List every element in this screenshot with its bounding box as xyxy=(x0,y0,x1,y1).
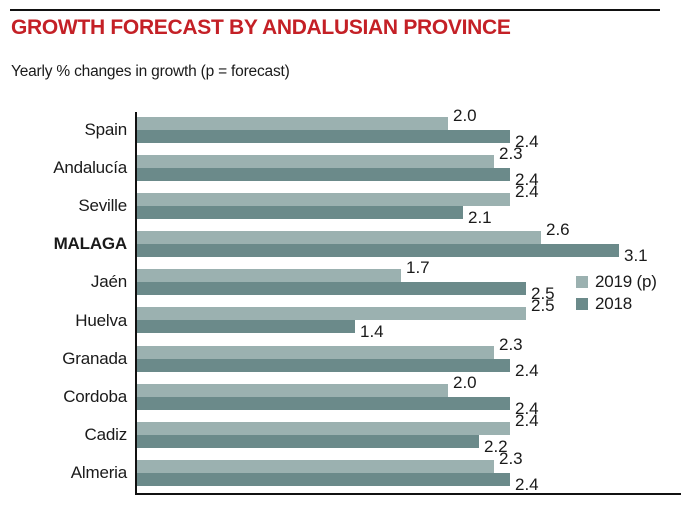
category-label: Spain xyxy=(84,120,128,140)
legend-swatch xyxy=(576,298,588,310)
value-label: 2.2 xyxy=(484,436,508,456)
bar-row: 2.4 xyxy=(137,168,681,188)
value-label: 2.4 xyxy=(515,398,539,418)
bar-2018 xyxy=(137,282,526,296)
value-label: 2.1 xyxy=(468,208,492,228)
value-label: 2.6 xyxy=(546,220,570,240)
bar-row: 2.4 xyxy=(137,183,681,207)
bar-row: 2.5 xyxy=(137,297,681,321)
bar-2018 xyxy=(137,206,463,220)
value-label: 2.4 xyxy=(515,182,539,202)
plot-area: 2.0 2.4 2.3 2.4 2.4 2.1 2.6 3.1 1.7 2.5 2.5 1.4 2.3 2… xyxy=(135,107,681,495)
value-label: 1.4 xyxy=(360,322,384,342)
bar-group: 2.4 2.1 xyxy=(137,183,681,226)
bar-group: 2.3 2.4 xyxy=(137,336,681,379)
value-label: 1.7 xyxy=(406,258,430,278)
bar-2019p xyxy=(137,269,401,283)
bar-row: 2.1 xyxy=(137,206,681,226)
category-label: Cordoba xyxy=(63,386,127,406)
bar-2018 xyxy=(137,434,479,448)
bar-row: 2.2 xyxy=(137,434,681,455)
value-label: 2.0 xyxy=(453,372,477,392)
category-label: MALAGA xyxy=(53,234,128,254)
value-label: 2.3 xyxy=(499,334,523,354)
bar-group: 2.0 2.4 xyxy=(137,107,681,150)
bar-2019p xyxy=(137,307,526,321)
bar-2018 xyxy=(137,320,355,334)
category-label: Andalucía xyxy=(53,158,127,178)
bar-2018 xyxy=(137,472,510,486)
bar-row: 2.4 xyxy=(137,472,681,493)
bar-2018 xyxy=(137,130,510,143)
bar-2018 xyxy=(137,358,510,372)
bar-2018 xyxy=(137,244,619,258)
bar-2019p xyxy=(137,231,541,245)
value-label: 2.5 xyxy=(531,296,555,316)
bar-row: 2.4 xyxy=(137,412,681,435)
bar-row: 2.6 xyxy=(137,221,681,245)
legend-label: 2019 (p) xyxy=(595,272,657,291)
value-label: 3.1 xyxy=(624,246,648,266)
bar-2019p xyxy=(137,421,510,435)
bar-row: 2.0 xyxy=(137,374,681,397)
chart-title: GROWTH FORECAST BY ANDALUSIAN PROVINCE xyxy=(11,16,511,39)
bar-row: 1.4 xyxy=(137,320,681,340)
bar-2019p xyxy=(137,459,494,473)
category-label: Cadiz xyxy=(84,424,128,444)
bar-2018 xyxy=(137,396,510,410)
bar-2019p xyxy=(137,193,510,207)
bar-2018 xyxy=(137,168,510,182)
category-labels: Spain Andalucía Seville MALAGA Jaén Huelva Gra… xyxy=(0,112,127,493)
value-label: 2.4 xyxy=(515,474,539,494)
legend-item: 2019 (p) xyxy=(576,271,657,293)
bar-group: 2.6 3.1 xyxy=(137,221,681,264)
bar-group: 2.5 1.4 xyxy=(137,297,681,340)
category-label: Huelva xyxy=(75,310,127,330)
top-rule xyxy=(10,9,660,11)
value-label: 2.4 xyxy=(515,360,539,380)
value-label: 2.4 xyxy=(515,170,539,190)
bar-row: 2.3 xyxy=(137,450,681,473)
bar-row: 1.7 xyxy=(137,259,681,283)
bar-row: 2.4 xyxy=(137,130,681,150)
legend-item: 2018 xyxy=(576,293,657,315)
value-label: 2.4 xyxy=(515,410,539,430)
value-label: 2.0 xyxy=(453,106,477,125)
legend: 2019 (p) 2018 xyxy=(576,271,657,315)
bar-row: 2.4 xyxy=(137,358,681,379)
value-label: 2.3 xyxy=(499,144,523,164)
bar-group: 2.0 2.4 xyxy=(137,374,681,417)
bar-row: 2.5 xyxy=(137,282,681,302)
bar-group: 1.7 2.5 xyxy=(137,259,681,302)
bar-group: 2.4 2.2 xyxy=(137,412,681,455)
bar-row: 2.4 xyxy=(137,396,681,417)
chart-subtitle: Yearly % changes in growth (p = forecast… xyxy=(11,63,290,80)
bar-row: 3.1 xyxy=(137,244,681,264)
bar-row: 2.3 xyxy=(137,336,681,359)
value-label: 2.4 xyxy=(515,132,539,151)
category-label: Granada xyxy=(62,348,127,368)
bar-row: 2.0 xyxy=(137,107,681,130)
bar-2019p xyxy=(137,117,448,130)
category-label: Jaén xyxy=(90,272,127,292)
bar-group: 2.3 2.4 xyxy=(137,450,681,493)
legend-swatch xyxy=(576,276,588,288)
bar-2019p xyxy=(137,345,494,359)
bar-group: 2.3 2.4 xyxy=(137,145,681,188)
value-label: 2.5 xyxy=(531,284,555,304)
legend-label: 2018 xyxy=(595,294,633,313)
value-label: 2.3 xyxy=(499,448,523,468)
bar-2019p xyxy=(137,383,448,397)
category-label: Seville xyxy=(78,196,127,216)
bar-row: 2.3 xyxy=(137,145,681,169)
bar-2019p xyxy=(137,155,494,169)
category-label: Almeria xyxy=(70,462,127,482)
